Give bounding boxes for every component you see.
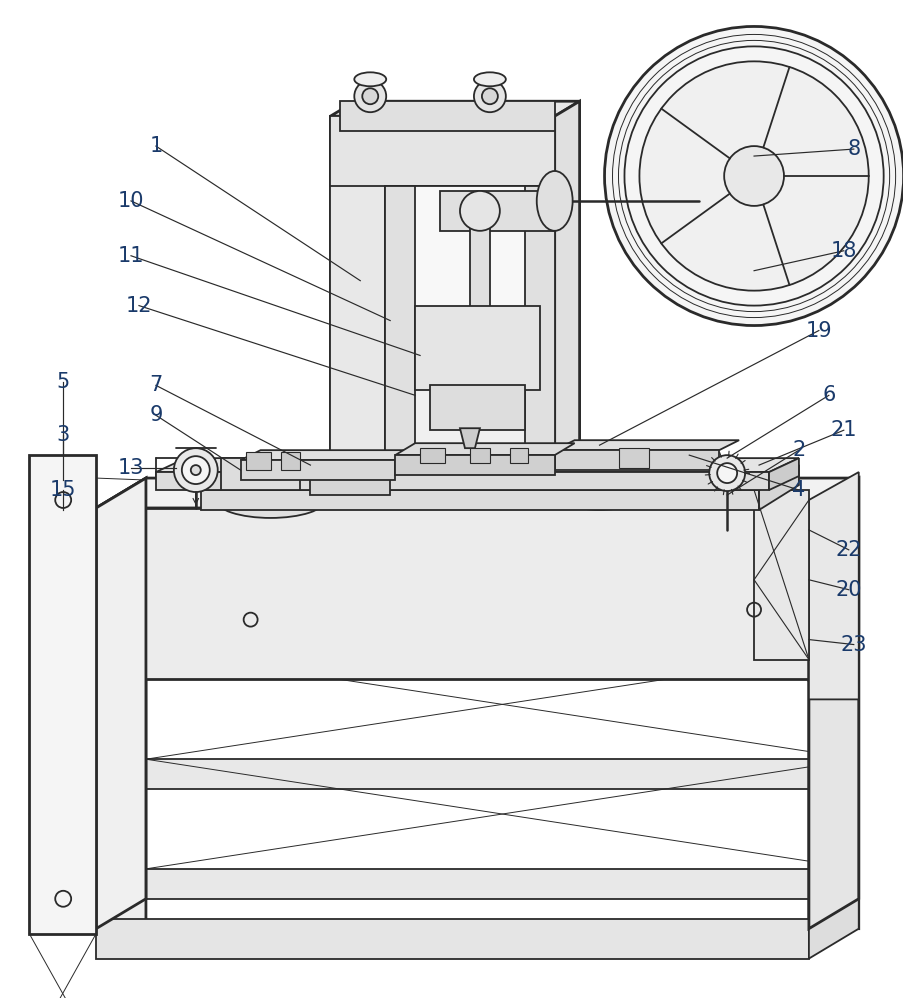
Polygon shape	[145, 759, 858, 789]
Ellipse shape	[536, 171, 572, 231]
Text: 12: 12	[126, 296, 152, 316]
Circle shape	[709, 455, 744, 491]
Text: 6: 6	[821, 385, 834, 405]
Circle shape	[173, 448, 218, 492]
Ellipse shape	[216, 482, 325, 518]
Text: 20: 20	[834, 580, 861, 600]
Polygon shape	[808, 889, 858, 959]
Polygon shape	[470, 211, 489, 340]
Text: 13: 13	[117, 458, 144, 478]
Polygon shape	[240, 460, 395, 480]
Polygon shape	[808, 478, 858, 679]
Text: 3: 3	[57, 425, 70, 445]
Polygon shape	[96, 478, 145, 929]
Text: 11: 11	[117, 246, 144, 266]
Text: 4: 4	[791, 480, 805, 500]
Polygon shape	[96, 478, 145, 929]
Polygon shape	[340, 101, 554, 131]
Polygon shape	[509, 448, 527, 463]
Polygon shape	[395, 455, 554, 475]
Polygon shape	[554, 440, 739, 450]
Text: 8: 8	[846, 139, 860, 159]
Polygon shape	[470, 448, 489, 463]
Text: 23: 23	[840, 635, 866, 655]
Circle shape	[481, 88, 498, 104]
Text: 7: 7	[149, 375, 163, 395]
Polygon shape	[240, 450, 414, 460]
Polygon shape	[753, 490, 808, 660]
Polygon shape	[200, 465, 798, 490]
Circle shape	[473, 80, 506, 112]
Text: 5: 5	[57, 372, 70, 392]
Ellipse shape	[473, 72, 506, 86]
Text: 18: 18	[830, 241, 856, 261]
Polygon shape	[200, 490, 759, 510]
Polygon shape	[414, 306, 539, 390]
Polygon shape	[554, 101, 579, 465]
Text: 22: 22	[834, 540, 861, 560]
Text: 19: 19	[805, 321, 832, 341]
Polygon shape	[330, 101, 579, 116]
Ellipse shape	[559, 480, 638, 510]
Circle shape	[182, 456, 209, 484]
Polygon shape	[155, 458, 798, 472]
Polygon shape	[525, 186, 554, 465]
Polygon shape	[145, 869, 858, 899]
Polygon shape	[385, 186, 554, 380]
Polygon shape	[808, 472, 858, 699]
Polygon shape	[330, 116, 385, 465]
Polygon shape	[808, 478, 858, 929]
Text: 1: 1	[149, 136, 163, 156]
Polygon shape	[385, 186, 414, 465]
Polygon shape	[440, 191, 554, 231]
Polygon shape	[220, 458, 300, 490]
Polygon shape	[96, 919, 808, 959]
Polygon shape	[395, 443, 574, 455]
Polygon shape	[29, 455, 96, 934]
Polygon shape	[246, 452, 270, 470]
Circle shape	[723, 146, 783, 206]
Circle shape	[191, 465, 200, 475]
Polygon shape	[619, 448, 648, 468]
Polygon shape	[330, 116, 554, 186]
Polygon shape	[554, 450, 719, 470]
Polygon shape	[420, 448, 444, 463]
Polygon shape	[96, 508, 808, 679]
Polygon shape	[145, 650, 858, 679]
Polygon shape	[460, 428, 479, 448]
Polygon shape	[430, 385, 525, 430]
Text: 2: 2	[791, 440, 805, 460]
Text: 15: 15	[50, 480, 77, 500]
Circle shape	[460, 191, 499, 231]
Text: 21: 21	[830, 420, 856, 440]
Ellipse shape	[354, 72, 386, 86]
Polygon shape	[808, 478, 858, 929]
Polygon shape	[759, 465, 798, 510]
Polygon shape	[96, 478, 858, 508]
Circle shape	[354, 80, 386, 112]
Text: 10: 10	[117, 191, 144, 211]
Circle shape	[604, 26, 903, 326]
Polygon shape	[280, 452, 300, 470]
Circle shape	[362, 88, 377, 104]
Circle shape	[638, 61, 868, 291]
Polygon shape	[768, 458, 798, 490]
Polygon shape	[155, 472, 768, 490]
Polygon shape	[330, 116, 554, 465]
Polygon shape	[310, 455, 390, 495]
Text: 9: 9	[149, 405, 163, 425]
Circle shape	[716, 463, 736, 483]
